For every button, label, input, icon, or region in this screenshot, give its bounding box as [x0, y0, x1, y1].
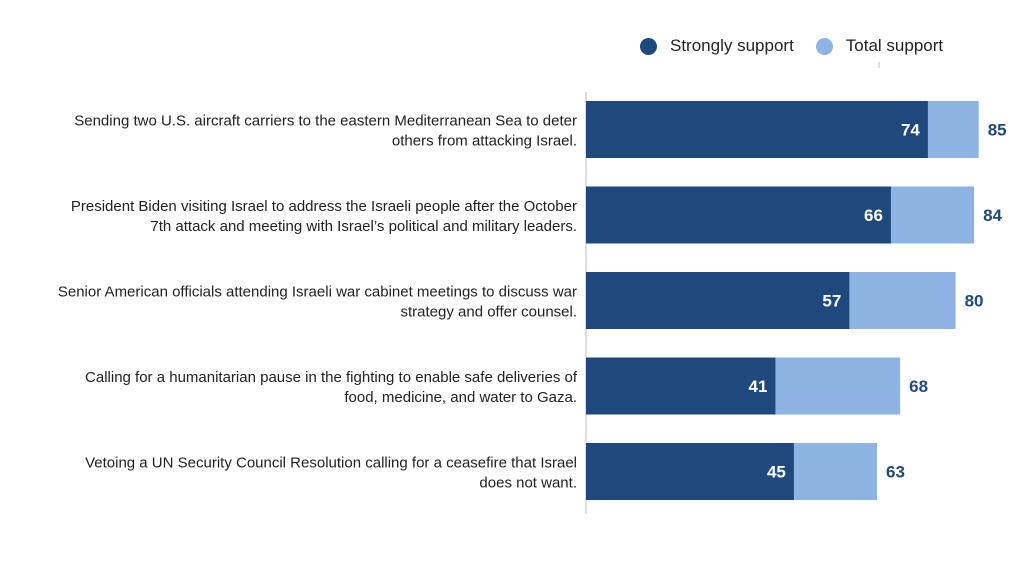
category-label-line: Sending two U.S. aircraft carriers to th…	[74, 113, 577, 130]
legend-swatch-total	[815, 37, 833, 55]
category-label-line: food, medicine, and water to Gaza.	[344, 389, 577, 406]
data-label-strongly-support: 45	[767, 463, 786, 482]
data-label-strongly-support: 41	[748, 377, 767, 396]
data-label-total-support: 80	[965, 292, 984, 311]
bar-strongly-support	[586, 443, 794, 500]
category-label-line: Calling for a humanitarian pause in the …	[85, 369, 578, 386]
legend-item-total-support: Total support	[815, 36, 944, 56]
category-label: Sending two U.S. aircraft carriers to th…	[74, 113, 577, 150]
chart-legend: Strongly support Total support	[640, 36, 965, 56]
category-label-line: 7th attack and meeting with Israel’s pol…	[150, 218, 577, 235]
data-label-strongly-support: 66	[864, 206, 883, 225]
data-label-strongly-support: 57	[822, 292, 841, 311]
data-label-strongly-support: 74	[901, 121, 920, 140]
category-label-line: Senior American officials attending Isra…	[58, 284, 577, 301]
legend-label-total: Total support	[845, 36, 944, 55]
category-label-line: strategy and offer counsel.	[401, 304, 578, 321]
category-label-line: does not want.	[479, 475, 577, 492]
category-label-line: others from attacking Israel.	[392, 133, 577, 150]
category-label: Vetoing a UN Security Council Resolution…	[85, 455, 577, 492]
bar-strongly-support	[586, 101, 928, 158]
category-label-line: Vetoing a UN Security Council Resolution…	[85, 455, 577, 472]
data-label-total-support: 63	[886, 463, 905, 482]
legend-item-strongly-support: Strongly support	[640, 36, 794, 56]
category-label-line: President Biden visiting Israel to addre…	[71, 198, 577, 215]
legend-label-strong: Strongly support	[670, 36, 794, 55]
data-label-total-support: 85	[988, 121, 1007, 140]
bar-strongly-support	[586, 272, 850, 329]
data-label-total-support: 68	[909, 377, 928, 396]
bar-strongly-support	[586, 357, 776, 415]
data-label-total-support: 84	[983, 206, 1002, 225]
category-label: Senior American officials attending Isra…	[58, 284, 577, 321]
bar-strongly-support	[586, 186, 891, 244]
category-label: President Biden visiting Israel to addre…	[71, 198, 577, 235]
category-label: Calling for a humanitarian pause in the …	[85, 369, 578, 406]
legend-swatch-strong	[640, 37, 657, 55]
